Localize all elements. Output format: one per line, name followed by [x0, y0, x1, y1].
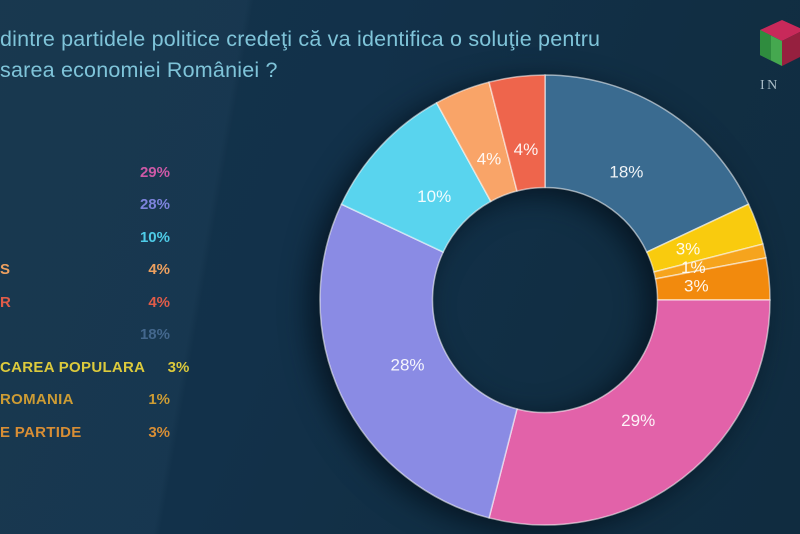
legend-row: CAREA POPULARA 3% [0, 351, 189, 384]
slice-label: 3% [684, 277, 709, 296]
slice-label: 18% [609, 163, 643, 182]
legend-row: R 4% [0, 286, 170, 319]
legend-value: 10% [139, 228, 170, 246]
page-title-line1: dintre partidele politice credeţi că va … [0, 27, 601, 51]
legend-row: S 4% [0, 254, 170, 287]
slice-label: 4% [514, 140, 539, 159]
page-title-line2: sarea economiei României ? [0, 58, 278, 82]
slice-label: 28% [390, 356, 424, 375]
cube-logo-icon [760, 20, 800, 66]
slice-label: 10% [417, 187, 451, 206]
donut-slice [319, 203, 518, 519]
legend-value: 3% [148, 423, 170, 441]
donut-slice [488, 299, 771, 526]
donut-slice [488, 74, 546, 192]
slice-label: 3% [676, 240, 701, 259]
brand-wordmark: IN [760, 78, 780, 93]
chart-legend: 29% 28% 10% S 4% R 4% 18% CAREA POPULARA 3% ROMANI… [0, 156, 189, 449]
legend-value: 3% [167, 358, 190, 376]
legend-value: 18% [139, 326, 170, 344]
legend-label: ROMANIA [0, 391, 74, 409]
legend-label: E PARTIDE [0, 423, 82, 441]
legend-label: R [0, 293, 12, 311]
legend-row: E PARTIDE 3% [0, 416, 170, 449]
legend-value: 28% [139, 196, 170, 214]
legend-label: S [0, 261, 11, 279]
legend-value: 4% [148, 261, 170, 279]
brand-logo: IN [752, 8, 800, 104]
legend-row: ROMANIA 1% [0, 384, 170, 417]
legend-value: 1% [148, 391, 170, 409]
legend-row: 18% [0, 319, 170, 352]
slice-label: 1% [681, 258, 706, 277]
legend-row: 10% [0, 221, 170, 254]
legend-label: CAREA POPULARA [0, 358, 146, 376]
legend-value: 29% [139, 163, 170, 181]
legend-row: 28% [0, 189, 170, 222]
legend-value: 4% [148, 293, 170, 311]
slice-label: 29% [621, 411, 655, 430]
donut-slice [544, 74, 750, 253]
page-title: dintre partidele politice credeţi că va … [0, 24, 660, 86]
legend-row: 29% [0, 156, 170, 189]
slice-label: 4% [477, 150, 502, 169]
